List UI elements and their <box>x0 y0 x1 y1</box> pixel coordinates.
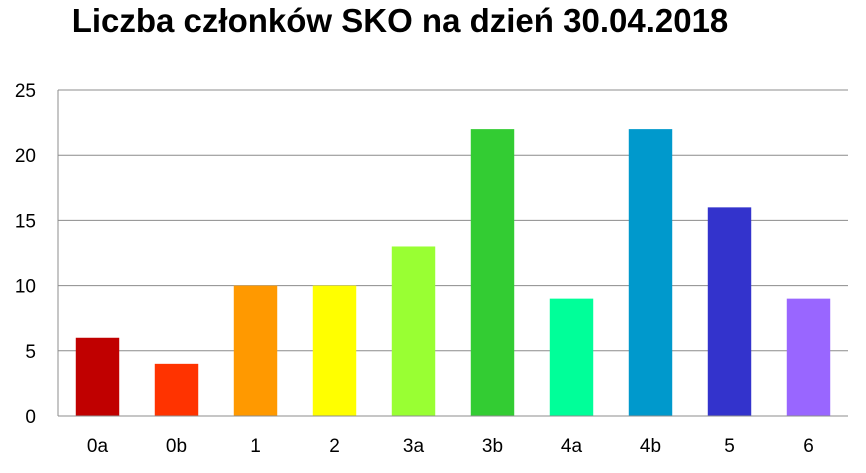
bar-0b <box>154 363 199 416</box>
chart-title: Liczba członków SKO na dzień 30.04.2018 <box>71 2 729 39</box>
axes <box>57 90 848 417</box>
bar-0a <box>75 337 120 416</box>
y-tick-label: 5 <box>25 342 36 363</box>
bar-6 <box>786 298 831 416</box>
x-tick-label: 5 <box>724 436 735 457</box>
x-tick-label: 4b <box>640 436 661 457</box>
x-tick-label: 3b <box>482 436 503 457</box>
bar-4a <box>549 298 594 416</box>
y-tick-label: 0 <box>25 407 36 428</box>
x-tick-labels: 0a 0b 1 2 3a 3b 4a 4b 5 6 <box>87 436 814 457</box>
x-tick-label: 6 <box>803 436 814 457</box>
y-tick-labels: 0 5 10 15 20 25 <box>15 81 36 428</box>
x-tick-label: 1 <box>250 436 261 457</box>
y-tick-label: 20 <box>15 146 36 167</box>
bars <box>75 129 831 416</box>
y-tick-label: 25 <box>15 81 36 102</box>
bar-3a <box>391 246 436 416</box>
bar-3b <box>470 129 515 416</box>
x-tick-label: 3a <box>403 436 425 457</box>
bar-5 <box>707 207 752 416</box>
bar-4b <box>628 129 673 416</box>
x-tick-label: 4a <box>561 436 583 457</box>
bar-2 <box>312 285 357 416</box>
y-tick-label: 15 <box>15 211 36 232</box>
x-tick-label: 0b <box>166 436 187 457</box>
bar-1 <box>233 285 278 416</box>
y-tick-label: 10 <box>15 277 36 298</box>
x-tick-label: 0a <box>87 436 109 457</box>
x-tick-label: 2 <box>329 436 340 457</box>
